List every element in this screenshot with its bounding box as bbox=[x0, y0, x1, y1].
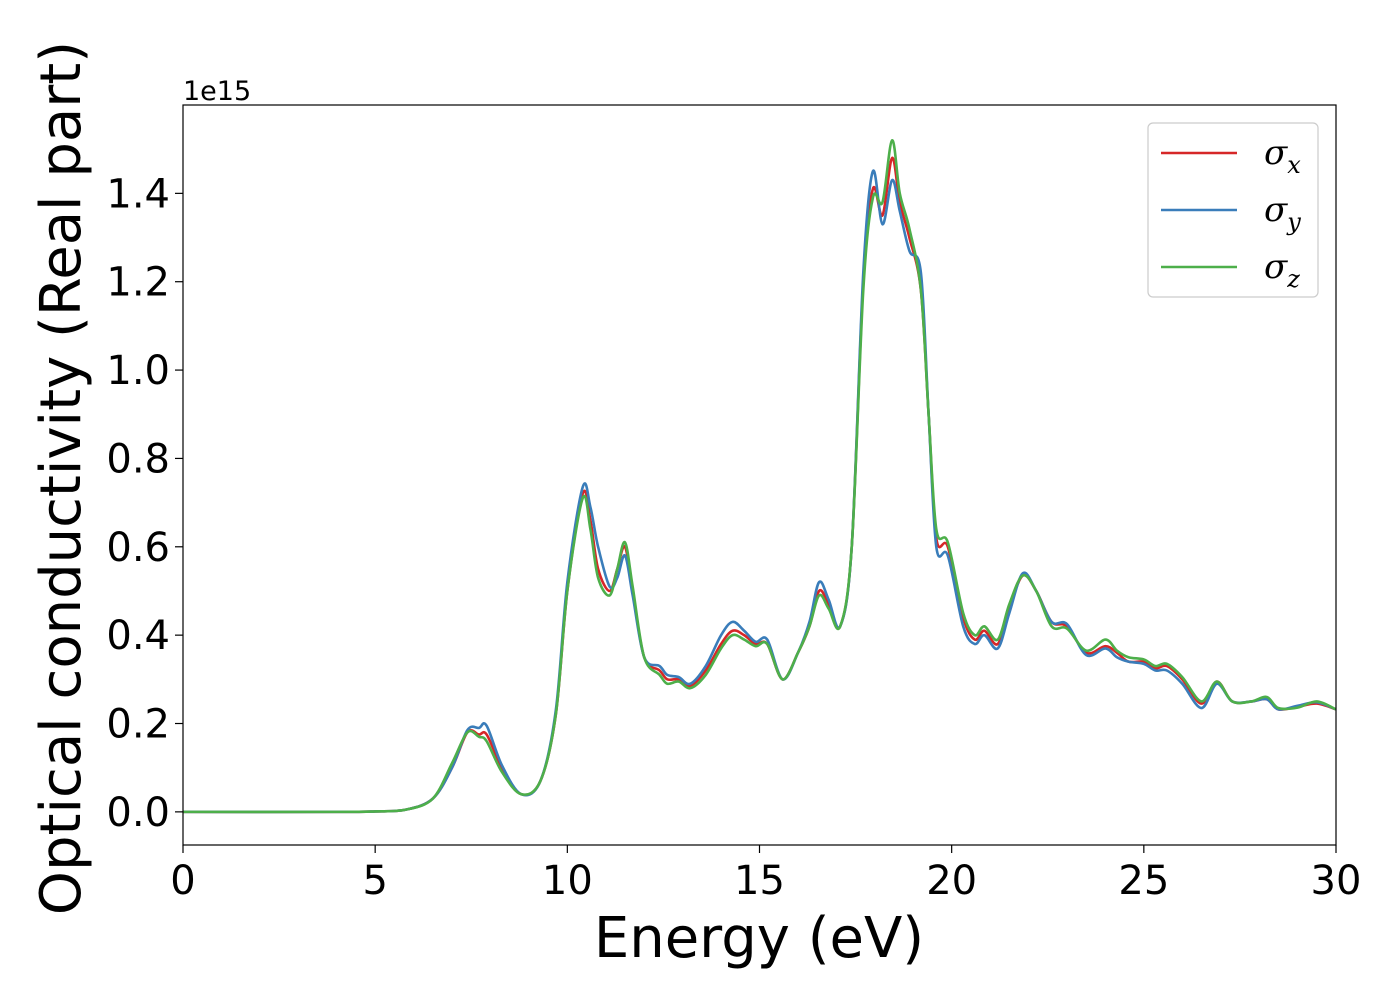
legend: σx σy σz bbox=[1147, 122, 1319, 298]
y-tick-label: 0.6 bbox=[106, 525, 170, 571]
x-tick-label: 20 bbox=[926, 858, 977, 904]
x-tick-label: 10 bbox=[542, 858, 593, 904]
legend-label-z: σz bbox=[1264, 247, 1300, 293]
x-tick-label: 15 bbox=[734, 858, 785, 904]
x-axis-title: Energy (eV) bbox=[594, 906, 924, 971]
x-axis-ticks: 0 5 10 15 20 25 30 bbox=[170, 845, 1361, 904]
y-tick-label: 1.0 bbox=[106, 348, 170, 394]
y-axis-title: Optical conductivity (Real part) bbox=[29, 41, 94, 915]
y-tick-label: 0.0 bbox=[106, 790, 170, 836]
y-offset-label: 1e15 bbox=[183, 76, 251, 107]
x-tick-label: 25 bbox=[1118, 858, 1169, 904]
y-axis-ticks: 0.0 0.2 0.4 0.6 0.8 1.0 1.2 1.4 bbox=[106, 171, 183, 836]
x-tick-label: 0 bbox=[170, 858, 195, 904]
y-tick-label: 0.2 bbox=[106, 702, 170, 748]
x-tick-label: 5 bbox=[362, 858, 387, 904]
series-line-z bbox=[183, 139, 1336, 814]
y-tick-label: 0.4 bbox=[106, 613, 170, 659]
y-tick-label: 1.4 bbox=[106, 171, 170, 217]
y-tick-label: 1.2 bbox=[106, 260, 170, 306]
x-tick-label: 30 bbox=[1311, 858, 1362, 904]
y-tick-label: 0.8 bbox=[106, 436, 170, 482]
series-layer bbox=[183, 139, 1336, 814]
legend-label-x: σx bbox=[1264, 133, 1301, 179]
legend-label-y: σy bbox=[1264, 190, 1301, 236]
